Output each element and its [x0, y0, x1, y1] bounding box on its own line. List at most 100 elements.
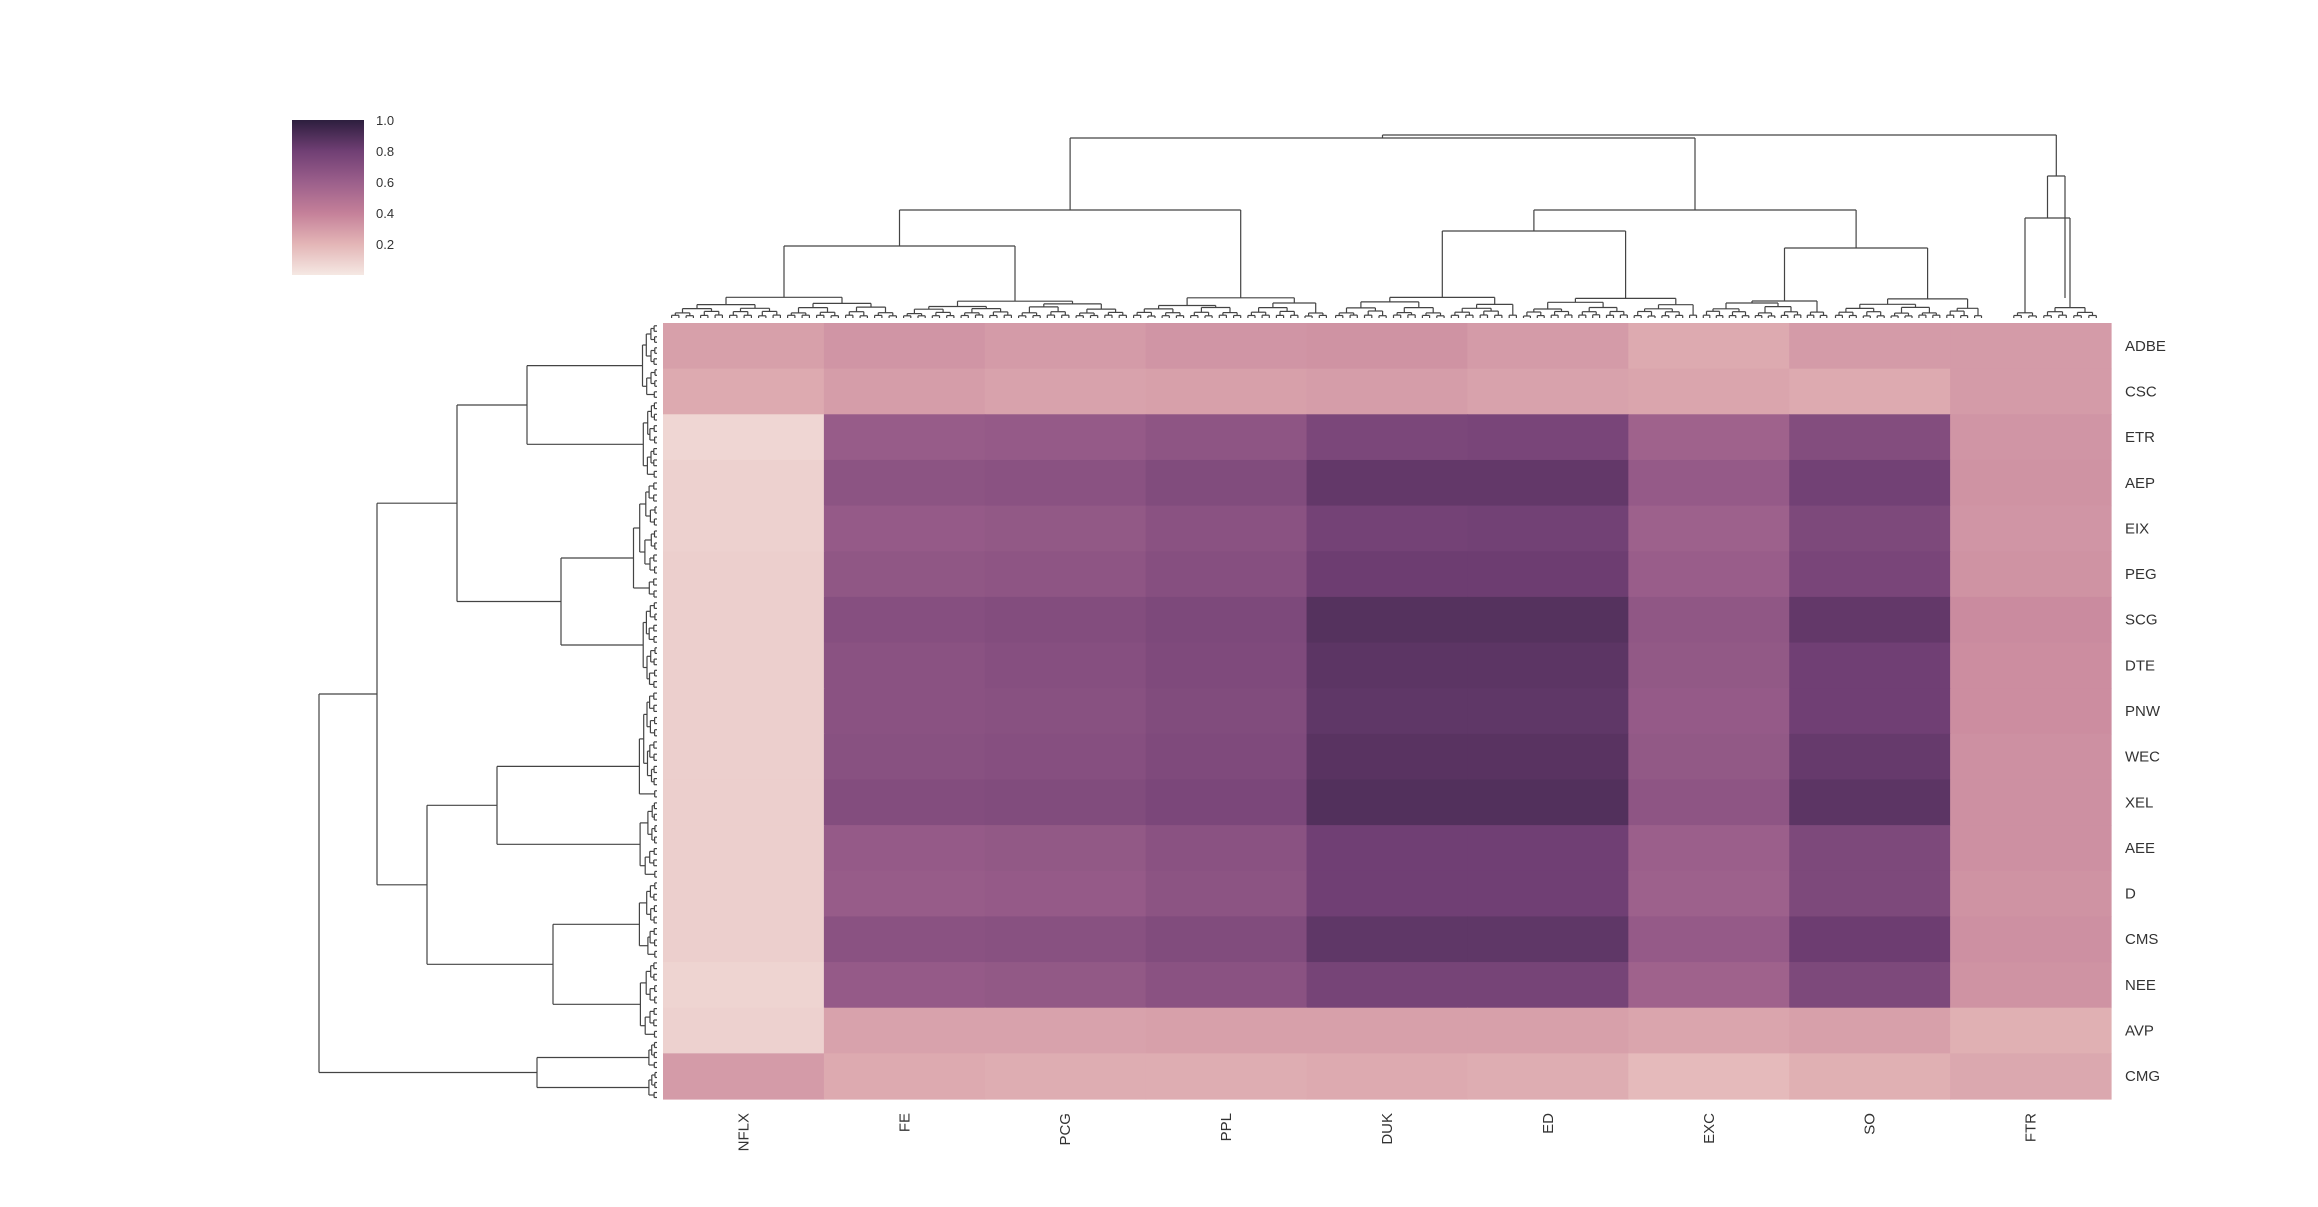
heatmap-cell: [1145, 916, 1308, 963]
heatmap-cell: [984, 596, 1147, 644]
row-dendrogram: [318, 325, 657, 1099]
heatmap-cell: [1628, 551, 1790, 598]
heatmap-cell: [663, 870, 825, 918]
heatmap-cell: [823, 825, 986, 872]
heatmap-cell: [1306, 962, 1469, 1009]
heatmap-cell: [663, 825, 825, 872]
heatmap-cell: [1145, 551, 1308, 598]
heatmap-cell: [984, 642, 1147, 689]
row-label: XEL: [2125, 794, 2153, 811]
heatmap-cell: [1628, 688, 1790, 735]
heatmap-cell: [1628, 642, 1790, 689]
heatmap-cell: [1467, 1007, 1629, 1054]
row-label: WEC: [2125, 749, 2160, 766]
row-label: ETR: [2125, 429, 2155, 446]
heatmap-cell: [984, 1053, 1147, 1100]
heatmap-cell: [1306, 642, 1469, 689]
heatmap-cell: [984, 962, 1147, 1009]
heatmap-cell: [823, 1053, 986, 1100]
heatmap-cell: [1628, 414, 1790, 461]
row-label: CMG: [2125, 1068, 2160, 1085]
heatmap-cell: [1306, 1007, 1469, 1054]
heatmap-cell: [1467, 551, 1629, 598]
column-label: ED: [1540, 1113, 1557, 1134]
heatmap-cell: [1467, 825, 1629, 872]
colorbar-tick-label: 0.2: [376, 237, 394, 252]
column-label: FTR: [2023, 1113, 2040, 1142]
heatmap-cell: [1145, 642, 1308, 689]
heatmap-cell: [1306, 733, 1469, 781]
heatmap-cell: [984, 870, 1147, 918]
row-label: PNW: [2125, 703, 2161, 720]
heatmap-cell: [1628, 1007, 1790, 1054]
heatmap-cell: [663, 1007, 825, 1054]
heatmap-cell: [1145, 825, 1308, 872]
heatmap-cell: [1467, 916, 1629, 963]
heatmap-cell: [1467, 596, 1629, 644]
heatmap-cell: [1145, 962, 1308, 1009]
colorbar-tick-label: 1.0: [376, 113, 394, 128]
heatmap-cell: [823, 323, 986, 370]
column-label: PPL: [1218, 1113, 1235, 1141]
row-label: ADBE: [2125, 338, 2166, 355]
heatmap-cell: [984, 551, 1147, 598]
heatmap-cell: [1306, 825, 1469, 872]
heatmap-cell: [1306, 368, 1469, 415]
row-label: NEE: [2125, 977, 2156, 994]
heatmap-cell: [984, 505, 1147, 552]
heatmap-cell: [1467, 779, 1629, 826]
heatmap-cell: [1789, 825, 1951, 872]
heatmap-cell: [1145, 414, 1308, 461]
heatmap-cell: [823, 368, 986, 415]
row-label: AEP: [2125, 475, 2155, 492]
heatmap-cell: [1950, 414, 2112, 461]
colorbar: 0.2 0.4 0.6 0.8 1.0: [292, 113, 394, 275]
column-label: NFLX: [735, 1113, 752, 1151]
column-label: SO: [1862, 1113, 1879, 1135]
heatmap-cell: [1145, 596, 1308, 644]
heatmap-cell: [663, 551, 825, 598]
heatmap-cell: [1950, 368, 2112, 415]
heatmap-cell: [1467, 505, 1629, 552]
heatmap-cell: [1467, 368, 1629, 415]
heatmap-cell: [1950, 505, 2112, 552]
heatmap-cell: [823, 596, 986, 644]
heatmap-cell: [1145, 1007, 1308, 1054]
colorbar-tick-label: 0.4: [376, 206, 394, 221]
row-tick-labels: ADBE CSC ETR AEP EIX PEG SCG DTE PNW WEC XEL AEE D CM…: [2125, 338, 2166, 1085]
row-label: CMS: [2125, 931, 2158, 948]
heatmap-cell: [663, 459, 825, 507]
row-label: D: [2125, 886, 2136, 903]
heatmap-cell: [663, 642, 825, 689]
heatmap-cell: [1628, 505, 1790, 552]
heatmap-cell: [1145, 870, 1308, 918]
heatmap-cell: [1950, 551, 2112, 598]
heatmap-cell: [1789, 596, 1951, 644]
heatmap-cell: [984, 368, 1147, 415]
heatmap-cell: [823, 779, 986, 826]
heatmap-cell: [1145, 323, 1308, 370]
heatmap-cell: [1306, 505, 1469, 552]
heatmap-grid: [663, 323, 2112, 1100]
heatmap-cell: [984, 688, 1147, 735]
heatmap-cell: [1628, 779, 1790, 826]
heatmap-cell: [823, 642, 986, 689]
column-label: DUK: [1379, 1113, 1396, 1145]
heatmap-cell: [1306, 459, 1469, 507]
heatmap-cell: [1306, 1053, 1469, 1100]
heatmap-cell: [1306, 596, 1469, 644]
heatmap-cell: [1306, 414, 1469, 461]
heatmap-cell: [1145, 505, 1308, 552]
heatmap-cell: [1950, 1053, 2112, 1100]
heatmap-cell: [1789, 688, 1951, 735]
heatmap-cell: [823, 505, 986, 552]
heatmap-cell: [1628, 368, 1790, 415]
row-label: PEG: [2125, 566, 2157, 583]
heatmap-cell: [1628, 733, 1790, 781]
heatmap-cell: [1145, 1053, 1308, 1100]
heatmap-cell: [984, 323, 1147, 370]
heatmap-cell: [1467, 642, 1629, 689]
row-label: DTE: [2125, 657, 2155, 674]
row-label: AVP: [2125, 1023, 2154, 1040]
